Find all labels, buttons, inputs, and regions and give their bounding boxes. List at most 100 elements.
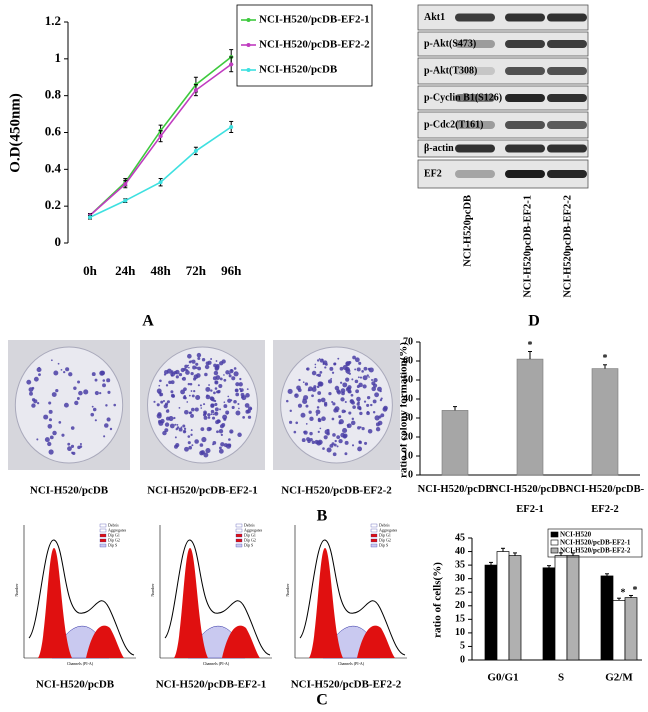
colony [366,403,370,407]
colony [99,370,105,376]
blot-band [547,144,587,153]
y-tick-label: 10 [455,627,465,638]
colony [170,393,175,398]
colony [197,357,201,361]
y-tick-label: 50 [403,374,413,385]
colony [60,368,63,371]
colony [53,370,59,376]
colony [205,386,211,392]
colony [367,428,373,434]
blot-band [505,144,545,153]
colony [213,370,219,376]
colony [31,398,36,402]
colony [200,407,203,409]
colony [357,426,361,430]
colony [68,372,73,377]
colony [221,359,226,364]
colony [351,378,354,381]
colony [244,403,250,408]
colony [218,428,224,434]
colony [332,433,336,437]
colony [153,400,156,403]
colony [223,378,227,382]
x-tick-label: 72h [186,263,207,278]
colony [329,366,334,371]
colony [356,402,360,406]
colony [246,388,249,391]
colony [173,416,176,420]
colony [191,444,194,447]
colony [221,423,226,427]
blot-row-label: Akt1 [424,12,445,23]
colony [159,379,162,383]
flow-g2 [222,625,260,658]
x-tick-label: NCI-H520/pcDB [417,484,493,495]
colony [295,393,297,396]
y-tick-label: 0 [408,469,413,480]
error-bar [559,552,563,556]
colony [178,372,183,377]
colony [336,445,339,448]
y-tick-label: 35 [455,559,465,570]
colony [188,394,191,397]
colony [156,413,162,419]
colony [344,400,347,404]
colony [183,367,187,371]
colony [317,439,323,445]
x-tick-label: NCI-H520/pcDB-EF2-1 [490,484,570,515]
colony [370,403,373,407]
colony [182,424,186,428]
colony [230,369,233,372]
colony [309,416,314,422]
colony [194,407,199,412]
colony [94,419,97,422]
colony [320,397,326,403]
blot-band [547,170,587,178]
bar [600,575,614,661]
colony [47,441,52,447]
x-tick-label: 96h [221,263,242,278]
marker [88,215,92,220]
bar [516,358,544,476]
colony [374,415,380,421]
annotation: * [603,353,608,364]
colony [105,404,108,407]
colony [79,442,82,446]
colony [48,449,54,455]
colony [58,421,62,424]
blot-band [505,67,545,75]
colony [210,389,213,392]
colony [362,375,368,381]
x-tick-label: 24h [115,263,136,278]
colony [178,427,183,432]
legend-box [547,528,643,558]
colony [307,439,311,444]
colony [227,395,230,398]
bar [484,564,498,661]
y-tick-label: 45 [455,532,465,543]
blot-band [505,121,545,129]
colony [237,432,242,438]
colony [240,388,244,392]
colony [245,393,250,398]
colony [113,403,117,407]
colony [184,409,189,415]
colony [356,384,360,389]
colony [189,382,193,386]
colony [44,437,50,443]
colony [225,410,230,415]
colony [165,409,170,413]
colony [311,440,316,445]
colony [345,377,350,382]
flow-legend-label: Aggregates [244,527,263,532]
flow-legend-swatch [370,543,378,548]
colony [324,366,327,369]
colony [65,367,70,372]
colony [233,367,237,370]
colony [342,427,348,434]
legend-swatch [550,547,559,554]
colony [213,391,216,395]
colony [200,427,205,432]
error-bar [605,573,609,576]
colony [207,416,211,419]
